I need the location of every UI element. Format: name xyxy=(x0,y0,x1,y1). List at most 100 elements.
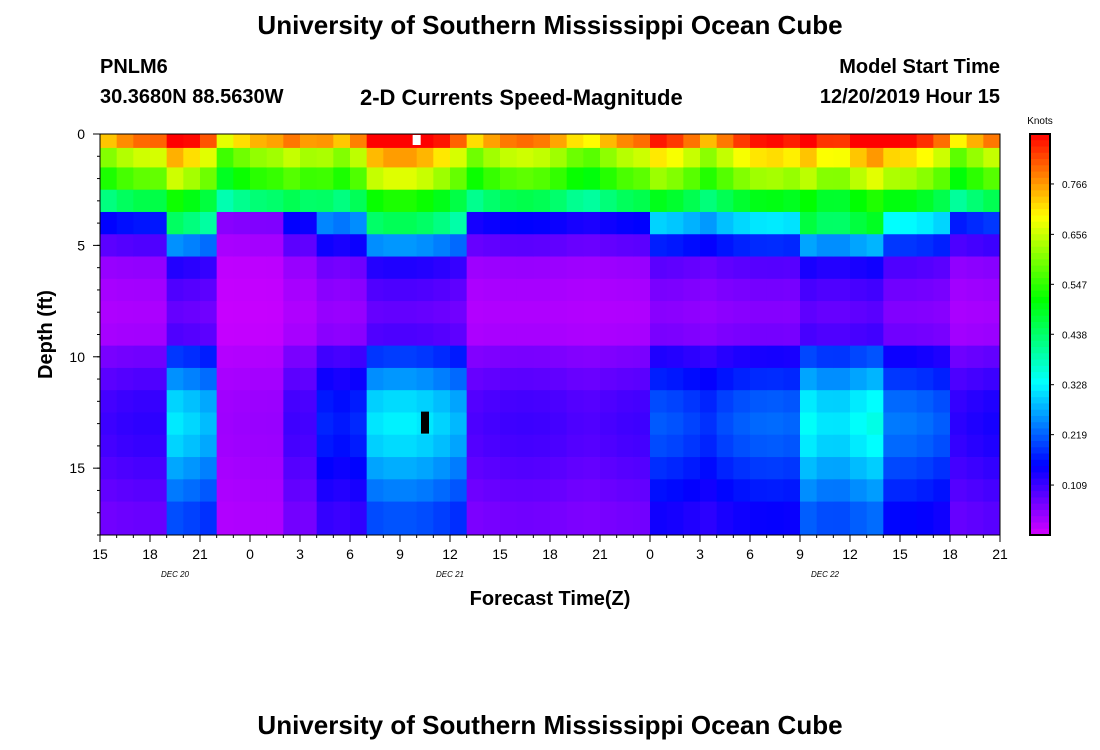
heatmap-cell xyxy=(300,278,318,302)
heatmap-cell xyxy=(133,479,151,502)
heatmap-cell xyxy=(300,367,318,391)
heatmap-cell xyxy=(133,412,151,436)
heatmap-cell xyxy=(183,457,201,480)
heatmap-cell xyxy=(300,256,318,280)
heatmap-cell xyxy=(266,457,284,480)
heatmap-cell xyxy=(266,390,284,413)
heatmap-cell xyxy=(116,434,134,458)
heatmap-cell xyxy=(200,390,218,413)
heatmap-cell xyxy=(666,434,684,458)
heatmap-cell xyxy=(133,189,151,213)
heatmap-cell xyxy=(600,457,618,480)
heatmap-cell xyxy=(566,367,584,391)
heatmap-cell xyxy=(833,412,851,436)
heatmap-cell xyxy=(683,189,701,213)
heatmap-cell xyxy=(250,147,268,168)
heatmap-cell xyxy=(750,301,768,324)
heatmap-cell xyxy=(283,256,301,280)
heatmap-cell xyxy=(366,189,384,213)
heatmap-cell xyxy=(350,323,368,347)
y-tick-label: 0 xyxy=(77,126,85,142)
heatmap-cell xyxy=(700,256,718,280)
heatmap-cell xyxy=(100,256,118,280)
heatmap-cell xyxy=(766,412,784,436)
heatmap-cell xyxy=(866,457,884,480)
heatmap-cell xyxy=(716,147,734,168)
heatmap-cell xyxy=(483,147,501,168)
heatmap-cell xyxy=(966,147,984,168)
heatmap-cell xyxy=(833,234,851,257)
heatmap-cell xyxy=(166,434,184,458)
heatmap-cell xyxy=(383,147,401,168)
heatmap-cell xyxy=(916,367,934,391)
colorbar-segment xyxy=(1030,378,1050,386)
heatmap-cell xyxy=(566,479,584,502)
heatmap-cell xyxy=(666,234,684,257)
heatmap-cell xyxy=(433,412,451,436)
heatmap-cell xyxy=(233,501,251,536)
heatmap-cell xyxy=(433,189,451,213)
heatmap-cell xyxy=(150,167,168,191)
heatmap-cell xyxy=(266,345,284,369)
heatmap-cell xyxy=(133,457,151,480)
x-tick-label: 18 xyxy=(142,546,158,562)
colorbar-segment xyxy=(1030,184,1050,191)
heatmap-cell xyxy=(633,457,651,480)
heatmap-cell xyxy=(850,323,868,347)
heatmap-cell xyxy=(933,167,951,191)
heatmap-cell xyxy=(666,256,684,280)
heatmap-cell xyxy=(350,256,368,280)
heatmap-cell xyxy=(700,189,718,213)
colorbar-segment xyxy=(1030,447,1050,455)
heatmap-cell xyxy=(883,211,901,235)
heatmap-cell xyxy=(433,501,451,536)
heatmap-cell xyxy=(816,234,834,257)
heatmap-cell xyxy=(216,345,234,369)
page-title: University of Southern Mississippi Ocean… xyxy=(257,10,843,40)
heatmap-cell xyxy=(750,367,768,391)
heatmap-cell xyxy=(966,390,984,413)
heatmap-cell xyxy=(383,367,401,391)
heatmap-cell xyxy=(416,390,434,413)
heatmap-cell xyxy=(883,189,901,213)
colorbar-segment xyxy=(1030,397,1050,404)
heatmap-cell xyxy=(166,189,184,213)
heatmap-cell xyxy=(166,167,184,191)
heatmap-cell xyxy=(266,434,284,458)
heatmap-cell xyxy=(616,479,634,502)
heatmap-cell xyxy=(916,501,934,536)
heatmap-cell xyxy=(383,457,401,480)
day-label: DEC 20 xyxy=(161,570,190,579)
heatmap-cell xyxy=(666,501,684,536)
heatmap-cell xyxy=(900,147,918,168)
heatmap-cell xyxy=(683,301,701,324)
heatmap-cell xyxy=(716,457,734,480)
colorbar-segment xyxy=(1030,240,1050,248)
heatmap-cell xyxy=(483,323,501,347)
heatmap-cell xyxy=(816,147,834,168)
heatmap-cell xyxy=(183,256,201,280)
heatmap-cell xyxy=(816,323,834,347)
heatmap-cell xyxy=(200,434,218,458)
heatmap-cell xyxy=(916,390,934,413)
heatmap-cell xyxy=(483,345,501,369)
heatmap-cell xyxy=(600,479,618,502)
heatmap-cell xyxy=(600,501,618,536)
heatmap-cell xyxy=(966,323,984,347)
heatmap-cell xyxy=(183,147,201,168)
heatmap-cell xyxy=(766,167,784,191)
heatmap-cell xyxy=(133,256,151,280)
colorbar-segment xyxy=(1030,221,1050,229)
heatmap-cell xyxy=(466,323,484,347)
heatmap-cell xyxy=(950,167,968,191)
heatmap-cell xyxy=(250,301,268,324)
heatmap-cell xyxy=(750,501,768,536)
heatmap-cell xyxy=(916,211,934,235)
heatmap-cell xyxy=(566,301,584,324)
station-coordinates: 30.3680N 88.5630W xyxy=(100,86,284,108)
heatmap-cell xyxy=(666,278,684,302)
heatmap-cell xyxy=(333,167,351,191)
colorbar-tick-label: 0.328 xyxy=(1062,381,1087,392)
heatmap-cell xyxy=(150,134,168,149)
heatmap-cell xyxy=(350,434,368,458)
